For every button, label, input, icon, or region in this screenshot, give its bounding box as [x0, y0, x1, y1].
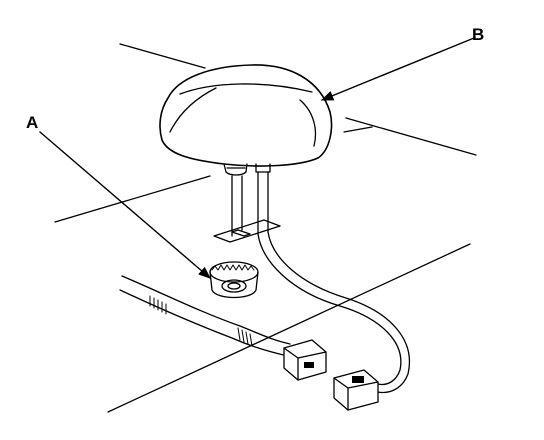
roof-panel-lines: [54, 43, 477, 413]
antenna-connector-body: [333, 369, 379, 411]
nut-top: [209, 261, 259, 283]
harness-upper: [121, 275, 291, 345]
wire-harness: [119, 275, 291, 357]
antenna-dome-highlight: [169, 87, 217, 133]
antenna-dome-body: [159, 64, 333, 167]
roof-mounting-hole: [213, 219, 281, 243]
cable-boot: [255, 163, 271, 173]
antenna-dome-side: [299, 99, 317, 147]
antenna-cable-inner: [267, 231, 411, 394]
nut-bore: [221, 279, 247, 293]
antenna-cable: [257, 231, 411, 394]
roof-edge-right: [345, 117, 477, 156]
mounting-plate: [213, 219, 281, 243]
antenna-stud: [223, 163, 248, 176]
harness-lower: [119, 289, 289, 357]
nut-teeth: [211, 264, 255, 271]
nut-body: [209, 271, 259, 299]
roof-edge-top-left: [119, 43, 206, 69]
antenna-dome-ridge: [179, 83, 313, 95]
roof-edge-left: [54, 175, 211, 223]
callout-label-a: A: [26, 113, 38, 132]
mounting-plate-slot: [231, 229, 251, 237]
harness-connector: [283, 339, 327, 381]
roof-edge-bottom: [107, 243, 471, 413]
antenna-dome: [159, 64, 333, 167]
antenna-nut: [209, 261, 259, 299]
antenna-connector-latch: [352, 376, 364, 383]
harness-tape-2: [237, 327, 253, 347]
harness-tape-1: [149, 295, 167, 315]
antenna-connector: [333, 369, 379, 411]
roof-edge-mid-right: [343, 126, 373, 133]
harness-connector-body: [283, 339, 327, 381]
antenna-cable-outer: [257, 233, 402, 386]
callout-label-b: B: [472, 25, 484, 44]
nut-bore-inner: [227, 282, 241, 290]
leader-line-b: [320, 37, 475, 101]
leader-line-a: [39, 131, 211, 279]
harness-connector-slot: [304, 362, 314, 368]
